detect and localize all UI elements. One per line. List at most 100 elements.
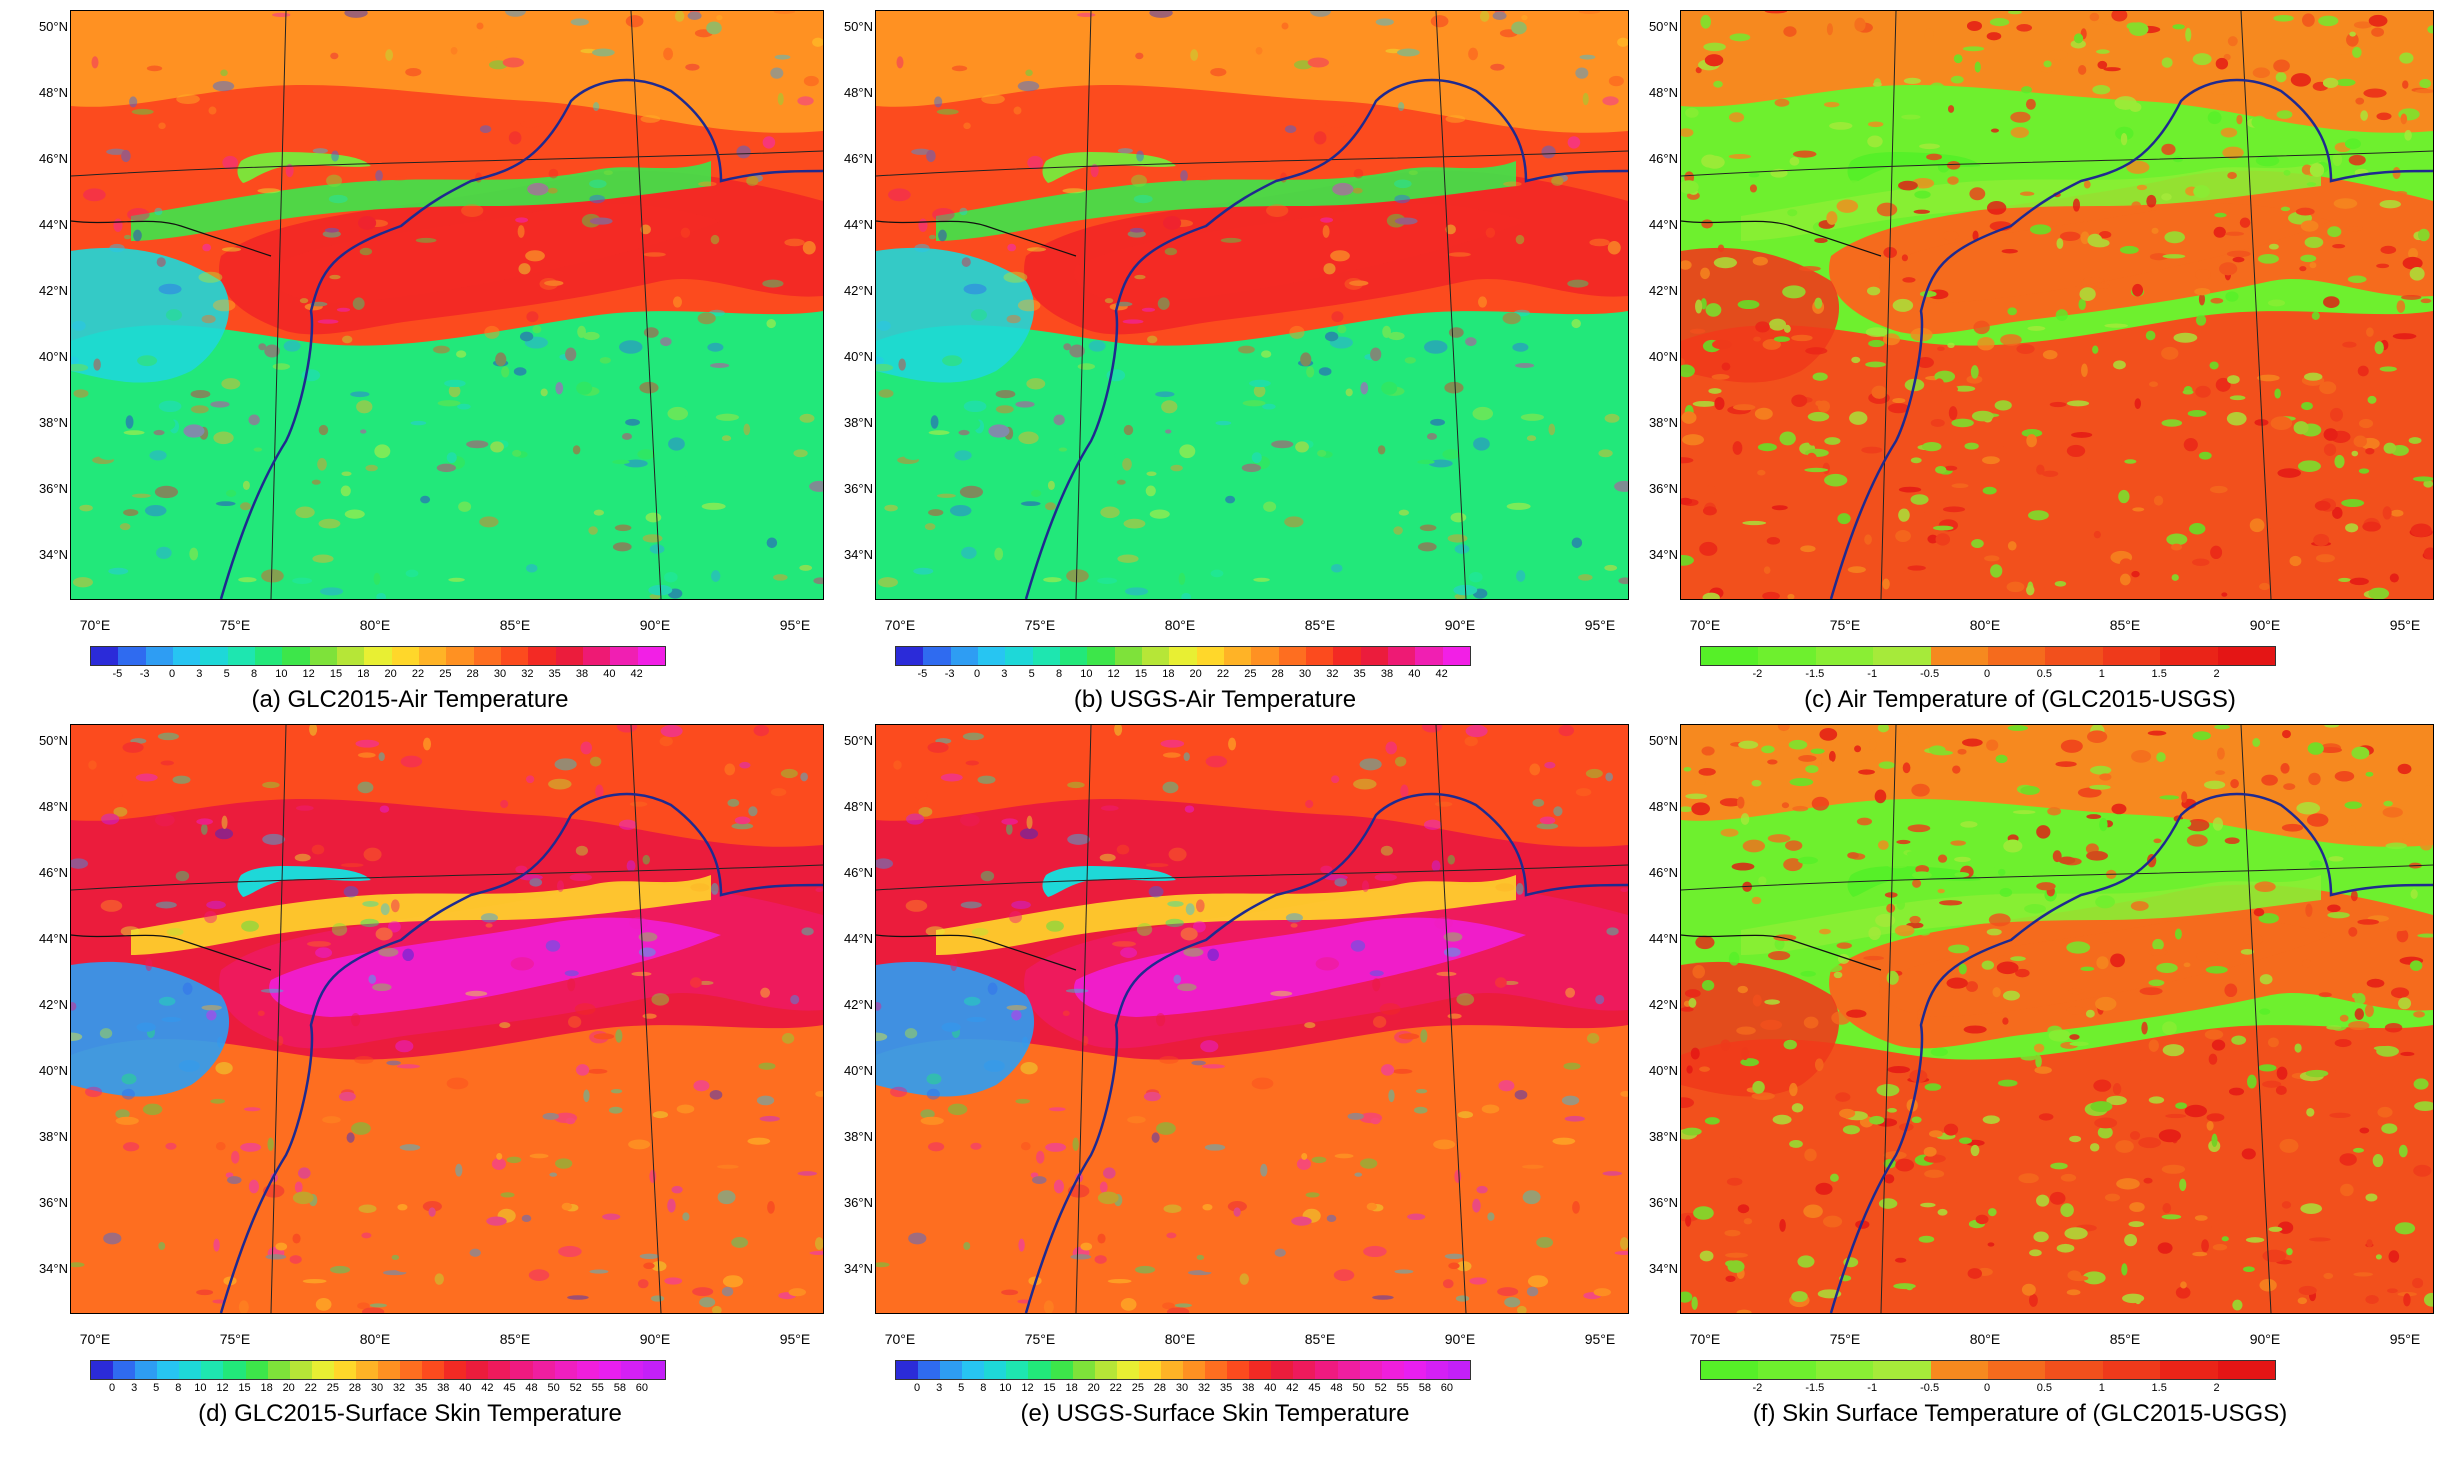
lat-label: 38°N [38, 415, 68, 430]
colorbar-tick-label: 22 [304, 1382, 317, 1394]
colorbar-tick-label: 1.5 [2151, 1382, 2167, 1394]
colorbar-tick-label: 2 [2213, 668, 2220, 680]
colorbar-tick-label: 40 [1264, 1382, 1277, 1394]
colorbar-swatch [179, 1361, 202, 1379]
colorbar-swatch [201, 1361, 224, 1379]
colorbar-swatch [245, 1361, 268, 1379]
colorbar-swatch [422, 1361, 445, 1379]
lat-label: 36°N [1648, 481, 1678, 496]
lon-label: 85°E [499, 617, 531, 633]
colorbar-swatch [1138, 1361, 1161, 1379]
colorbar-tick-label: 5 [153, 1382, 160, 1394]
colorbar-swatch [1415, 647, 1443, 665]
colorbar-tick-label: 58 [1418, 1382, 1431, 1394]
colorbar-ticks: 0 3 5 8 10 12 15 18 20 22 25 28 30 32 35 38 40 42 45 48 50 52… [90, 1382, 664, 1396]
province-border [876, 934, 1077, 971]
lake-balkhash [1042, 865, 1176, 897]
tian-shan-region [936, 161, 1516, 241]
graticule-line [71, 150, 823, 177]
colorbar-swatch [1387, 647, 1416, 665]
lat-label: 42°N [1648, 997, 1678, 1012]
colorbar-swatch [962, 1361, 985, 1379]
colorbar-tick-label: -3 [139, 668, 150, 680]
colorbar-swatch [1050, 1361, 1073, 1379]
colorbar-tick-label: 3 [131, 1382, 138, 1394]
lat-label: 44°N [38, 217, 68, 232]
colorbar-tick-label: 58 [613, 1382, 626, 1394]
colorbar-swatch [118, 647, 146, 665]
lat-label: 46°N [38, 151, 68, 166]
colorbar-tick-label: 32 [1326, 668, 1339, 680]
lat-label: 36°N [1648, 1195, 1678, 1210]
colorbar-swatch [532, 1361, 555, 1379]
panel-caption: (b) USGS-Air Temperature [1073, 686, 1357, 713]
colorbar-swatch [254, 647, 283, 665]
lat-label: 34°N [38, 1261, 68, 1276]
colorbar-tick-label: 0.5 [2036, 1382, 2053, 1394]
graticule-line [630, 725, 662, 1313]
texture-speckles [1681, 11, 2433, 599]
lon-label: 90°E [2249, 1331, 2281, 1347]
country-border [1829, 78, 2433, 599]
colorbar-swatch [1116, 1361, 1139, 1379]
graticule-line [1681, 150, 2433, 177]
lon-label: 70°E [884, 1331, 916, 1347]
colorbar-swatch [336, 647, 365, 665]
lake-balkhash [1847, 865, 1981, 897]
colorbar-tick-label: 10 [999, 1382, 1012, 1394]
tian-shan-region [936, 875, 1516, 955]
lat-label: 48°N [843, 85, 873, 100]
lon-label: 80°E [1164, 617, 1196, 633]
pamir-region [876, 247, 1035, 383]
colorbar-swatch [1114, 647, 1142, 665]
colorbar-tick-label: 32 [1197, 1382, 1211, 1394]
lat-label: 46°N [843, 151, 873, 166]
colorbar-tick-label: 22 [1109, 1382, 1122, 1394]
colorbar-tick-label: -1 [1867, 1382, 1878, 1394]
colorbar-swatch [1196, 647, 1224, 665]
lon-label: 95°E [779, 617, 811, 633]
colorbar-tick-label: 55 [591, 1382, 604, 1394]
lon-label: 75°E [219, 617, 251, 633]
graticule-line [1075, 725, 1092, 1313]
northern-region [1681, 725, 2433, 847]
colorbar-tick-label: 40 [603, 668, 616, 680]
colorbar-tick-label: 38 [1380, 668, 1394, 680]
lat-label: 48°N [843, 799, 873, 814]
colorbar-swatch [1183, 1361, 1206, 1379]
colorbar-swatch [1425, 1361, 1448, 1379]
country-border [219, 78, 823, 599]
lon-label: 95°E [779, 1331, 811, 1347]
colorbar-swatch [576, 1361, 599, 1379]
lake-balkhash [1847, 151, 1981, 183]
colorbar-tick-label: 55 [1396, 1382, 1409, 1394]
lon-label: 90°E [2249, 617, 2281, 633]
colorbar-swatch [1988, 1361, 2046, 1379]
tibetan-plateau-region [1681, 311, 2433, 599]
lat-label: 42°N [843, 283, 873, 298]
lat-label: 50°N [1648, 19, 1678, 34]
colorbar-swatch [1333, 647, 1361, 665]
tarim-basin-core [1074, 917, 1526, 1017]
colorbar-swatch [984, 1361, 1007, 1379]
lat-label: 46°N [1648, 865, 1678, 880]
colorbar [895, 646, 1471, 666]
panel-b: 50°N 48°N 46°N 44°N 42°N 40°N 38°N 36°N 34°N 70°E… [805, 0, 1629, 714]
colorbar-tick-label: 35 [548, 668, 561, 680]
lat-label: 42°N [843, 997, 873, 1012]
province-border [1681, 220, 1882, 257]
colorbar-tick-label: 48 [525, 1382, 538, 1394]
colorbar-tick-label: 25 [326, 1382, 339, 1394]
colorbar-ticks: -5 -3 0 3 5 8 10 12 15 18 20 22 25 28 30 32 35 38 40 42 [90, 668, 664, 682]
colorbar-swatch [1337, 1361, 1360, 1379]
lat-label: 34°N [1648, 1261, 1678, 1276]
colorbar-swatch [610, 647, 638, 665]
map-plot [70, 10, 824, 600]
colorbar-swatch [91, 1361, 114, 1379]
lon-label: 95°E [1584, 617, 1616, 633]
colorbar-tick-label: 60 [1440, 1382, 1454, 1394]
graticule-line [876, 150, 1628, 177]
colorbar-tick-label: 8 [1055, 668, 1063, 680]
graticule-line [1435, 725, 1467, 1313]
country-border [219, 792, 823, 1313]
